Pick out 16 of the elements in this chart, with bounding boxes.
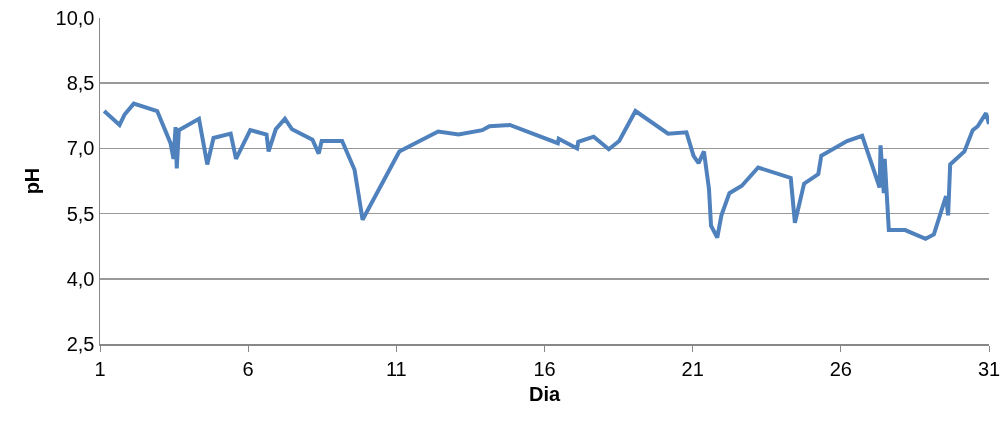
x-tick-label: 11 — [385, 357, 407, 380]
y-axis-title: pH — [21, 167, 44, 195]
x-tick-label: 21 — [681, 357, 704, 380]
x-tick-label: 1 — [94, 357, 106, 380]
y-tick-label: 7,0 — [66, 137, 95, 160]
line-series — [102, 101, 989, 241]
y-tick-label: 8,5 — [66, 72, 95, 95]
x-tick-label: 6 — [242, 357, 254, 380]
x-axis-title: Dia — [528, 382, 561, 405]
y-tick-label: 10,0 — [55, 7, 95, 29]
x-tick-label: 31 — [977, 357, 1001, 380]
x-tick-label: 26 — [829, 357, 852, 380]
y-tick-label: 4,0 — [66, 267, 95, 290]
x-tick-label: 16 — [533, 357, 556, 380]
y-tick-label: 2,5 — [66, 333, 95, 355]
y-tick-label: 5,5 — [66, 202, 95, 225]
